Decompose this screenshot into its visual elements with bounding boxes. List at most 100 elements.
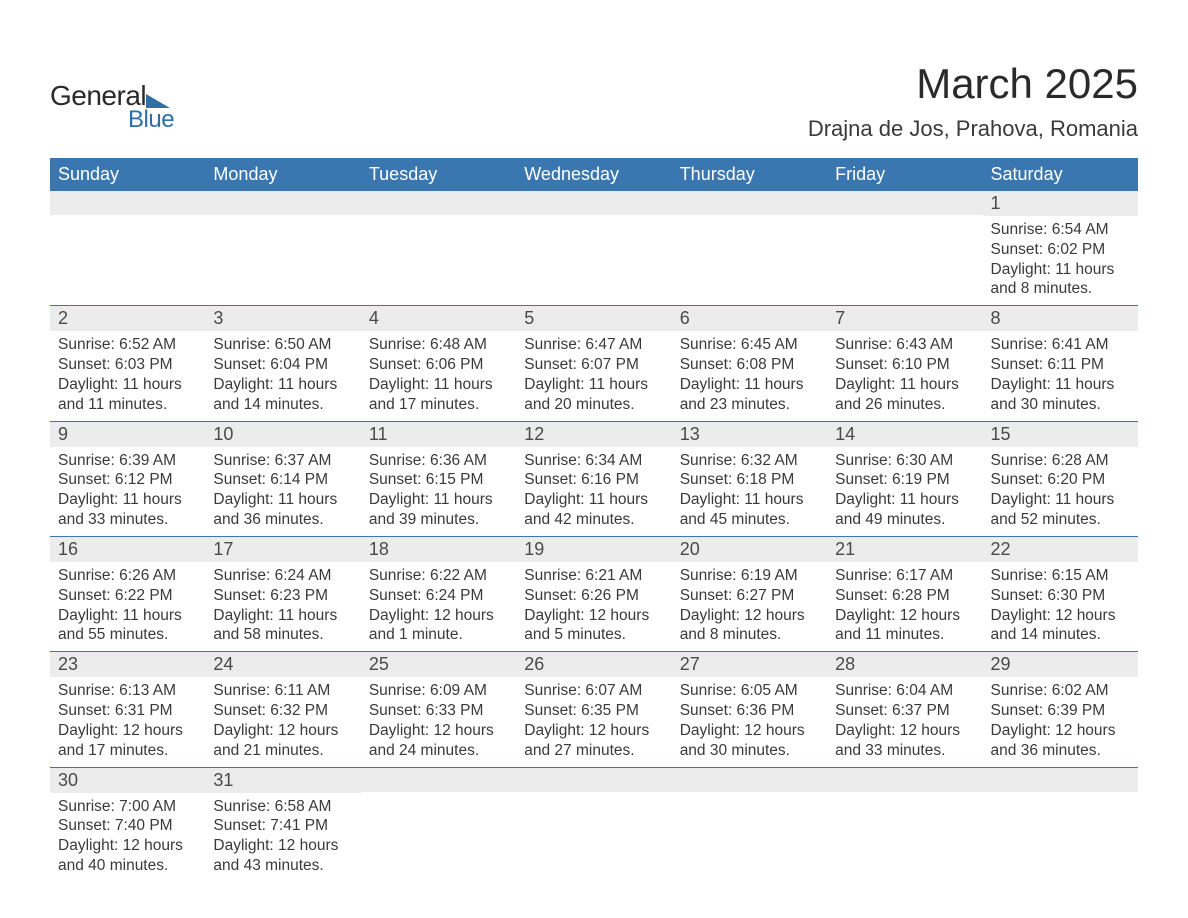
day-detail-line: Sunrise: 6:09 AM (369, 681, 508, 701)
day-number: 3 (205, 306, 360, 331)
calendar-day: 17Sunrise: 6:24 AMSunset: 6:23 PMDayligh… (205, 537, 360, 651)
day-detail-line: Sunrise: 6:58 AM (213, 797, 352, 817)
day-detail-line: Sunset: 6:22 PM (58, 586, 197, 606)
day-detail-line: Sunset: 6:16 PM (524, 470, 663, 490)
page-title: March 2025 (808, 60, 1138, 108)
day-details: Sunrise: 6:04 AMSunset: 6:37 PMDaylight:… (827, 677, 982, 766)
day-number (361, 191, 516, 215)
day-number: 19 (516, 537, 671, 562)
day-detail-line: Daylight: 11 hours and 20 minutes. (524, 375, 663, 415)
calendar-day (983, 768, 1138, 882)
calendar-day: 20Sunrise: 6:19 AMSunset: 6:27 PMDayligh… (672, 537, 827, 651)
calendar-day: 6Sunrise: 6:45 AMSunset: 6:08 PMDaylight… (672, 306, 827, 420)
day-number: 6 (672, 306, 827, 331)
day-number: 2 (50, 306, 205, 331)
calendar-day: 13Sunrise: 6:32 AMSunset: 6:18 PMDayligh… (672, 422, 827, 536)
calendar-week: 9Sunrise: 6:39 AMSunset: 6:12 PMDaylight… (50, 422, 1138, 537)
day-number (516, 768, 671, 792)
day-detail-line: Sunset: 6:14 PM (213, 470, 352, 490)
day-details: Sunrise: 6:19 AMSunset: 6:27 PMDaylight:… (672, 562, 827, 651)
day-detail-line: Sunrise: 6:21 AM (524, 566, 663, 586)
day-number: 7 (827, 306, 982, 331)
day-details: Sunrise: 6:05 AMSunset: 6:36 PMDaylight:… (672, 677, 827, 766)
day-detail-line: Sunset: 6:30 PM (991, 586, 1130, 606)
calendar-day: 14Sunrise: 6:30 AMSunset: 6:19 PMDayligh… (827, 422, 982, 536)
day-detail-line: Sunset: 6:11 PM (991, 355, 1130, 375)
day-number: 28 (827, 652, 982, 677)
day-detail-line: Sunrise: 6:04 AM (835, 681, 974, 701)
day-detail-line: Daylight: 11 hours and 14 minutes. (213, 375, 352, 415)
day-detail-line: Sunrise: 6:47 AM (524, 335, 663, 355)
calendar-day (672, 191, 827, 305)
calendar-day (50, 191, 205, 305)
day-detail-line: Sunset: 6:28 PM (835, 586, 974, 606)
calendar-day (361, 191, 516, 305)
day-detail-line: Sunrise: 6:26 AM (58, 566, 197, 586)
day-detail-line: Sunrise: 6:50 AM (213, 335, 352, 355)
day-number: 11 (361, 422, 516, 447)
day-detail-line: Daylight: 12 hours and 14 minutes. (991, 606, 1130, 646)
calendar-day (827, 191, 982, 305)
calendar-day: 2Sunrise: 6:52 AMSunset: 6:03 PMDaylight… (50, 306, 205, 420)
day-detail-line: Sunset: 6:33 PM (369, 701, 508, 721)
day-number: 10 (205, 422, 360, 447)
calendar-day (205, 191, 360, 305)
calendar-day: 19Sunrise: 6:21 AMSunset: 6:26 PMDayligh… (516, 537, 671, 651)
day-number: 21 (827, 537, 982, 562)
day-details: Sunrise: 6:26 AMSunset: 6:22 PMDaylight:… (50, 562, 205, 651)
day-detail-line: Daylight: 11 hours and 30 minutes. (991, 375, 1130, 415)
day-number: 25 (361, 652, 516, 677)
day-detail-line: Sunrise: 6:37 AM (213, 451, 352, 471)
col-wednesday: Wednesday (516, 158, 671, 191)
day-detail-line: Sunset: 6:20 PM (991, 470, 1130, 490)
day-details: Sunrise: 6:43 AMSunset: 6:10 PMDaylight:… (827, 331, 982, 420)
day-detail-line: Sunrise: 6:05 AM (680, 681, 819, 701)
brand-text-2: Blue (128, 106, 174, 134)
day-detail-line: Sunset: 6:19 PM (835, 470, 974, 490)
calendar-body: 1Sunrise: 6:54 AMSunset: 6:02 PMDaylight… (50, 191, 1138, 882)
day-details: Sunrise: 6:21 AMSunset: 6:26 PMDaylight:… (516, 562, 671, 651)
calendar-day: 4Sunrise: 6:48 AMSunset: 6:06 PMDaylight… (361, 306, 516, 420)
day-details: Sunrise: 6:07 AMSunset: 6:35 PMDaylight:… (516, 677, 671, 766)
calendar-day: 7Sunrise: 6:43 AMSunset: 6:10 PMDaylight… (827, 306, 982, 420)
calendar-day: 30Sunrise: 7:00 AMSunset: 7:40 PMDayligh… (50, 768, 205, 882)
day-detail-line: Sunrise: 6:30 AM (835, 451, 974, 471)
day-details: Sunrise: 6:50 AMSunset: 6:04 PMDaylight:… (205, 331, 360, 420)
calendar-day: 23Sunrise: 6:13 AMSunset: 6:31 PMDayligh… (50, 652, 205, 766)
day-detail-line: Sunset: 7:40 PM (58, 816, 197, 836)
day-detail-line: Sunset: 6:24 PM (369, 586, 508, 606)
calendar-day (516, 191, 671, 305)
day-details: Sunrise: 6:13 AMSunset: 6:31 PMDaylight:… (50, 677, 205, 766)
day-detail-line: Sunrise: 6:45 AM (680, 335, 819, 355)
calendar-day (672, 768, 827, 882)
day-detail-line: Daylight: 11 hours and 55 minutes. (58, 606, 197, 646)
day-details: Sunrise: 6:41 AMSunset: 6:11 PMDaylight:… (983, 331, 1138, 420)
day-detail-line: Daylight: 12 hours and 36 minutes. (991, 721, 1130, 761)
calendar-week: 16Sunrise: 6:26 AMSunset: 6:22 PMDayligh… (50, 537, 1138, 652)
day-detail-line: Daylight: 11 hours and 45 minutes. (680, 490, 819, 530)
col-saturday: Saturday (983, 158, 1138, 191)
day-detail-line: Sunrise: 6:24 AM (213, 566, 352, 586)
day-number: 23 (50, 652, 205, 677)
day-detail-line: Daylight: 12 hours and 8 minutes. (680, 606, 819, 646)
calendar-day: 26Sunrise: 6:07 AMSunset: 6:35 PMDayligh… (516, 652, 671, 766)
calendar-day: 3Sunrise: 6:50 AMSunset: 6:04 PMDaylight… (205, 306, 360, 420)
day-detail-line: Daylight: 11 hours and 33 minutes. (58, 490, 197, 530)
day-number: 20 (672, 537, 827, 562)
day-number: 14 (827, 422, 982, 447)
day-detail-line: Sunset: 6:32 PM (213, 701, 352, 721)
day-detail-line: Sunrise: 6:41 AM (991, 335, 1130, 355)
day-detail-line: Sunset: 6:06 PM (369, 355, 508, 375)
day-details: Sunrise: 6:36 AMSunset: 6:15 PMDaylight:… (361, 447, 516, 536)
col-thursday: Thursday (672, 158, 827, 191)
day-detail-line: Daylight: 11 hours and 23 minutes. (680, 375, 819, 415)
day-detail-line: Sunset: 6:35 PM (524, 701, 663, 721)
day-detail-line: Daylight: 12 hours and 5 minutes. (524, 606, 663, 646)
calendar-day: 22Sunrise: 6:15 AMSunset: 6:30 PMDayligh… (983, 537, 1138, 651)
day-number: 9 (50, 422, 205, 447)
calendar-day (361, 768, 516, 882)
day-detail-line: Daylight: 12 hours and 1 minute. (369, 606, 508, 646)
day-details: Sunrise: 7:00 AMSunset: 7:40 PMDaylight:… (50, 793, 205, 882)
day-detail-line: Daylight: 12 hours and 43 minutes. (213, 836, 352, 876)
day-detail-line: Daylight: 11 hours and 58 minutes. (213, 606, 352, 646)
